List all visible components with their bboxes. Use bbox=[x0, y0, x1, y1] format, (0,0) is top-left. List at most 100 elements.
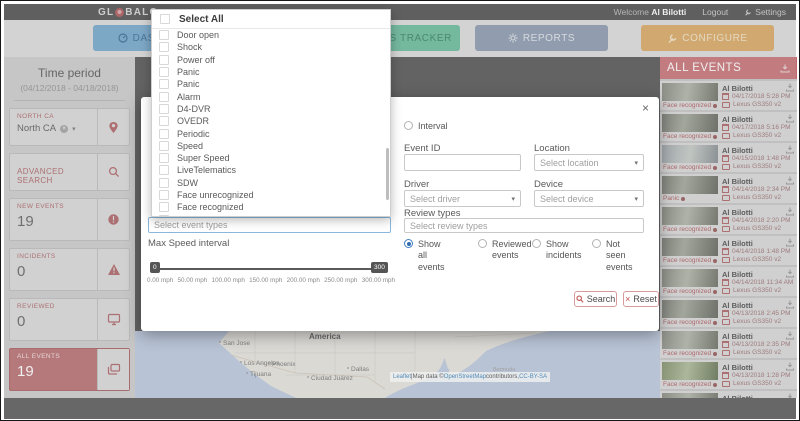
device-select[interactable]: Select device ▾ bbox=[534, 190, 644, 207]
event-card[interactable]: Face recognized Al Bilotti 04/17/2018 5:… bbox=[660, 81, 797, 110]
checkbox-icon[interactable] bbox=[159, 202, 169, 213]
driver-select[interactable]: Select driver ▾ bbox=[404, 190, 521, 207]
logout-link[interactable]: Logout bbox=[702, 7, 729, 17]
nav-reports-button[interactable]: REPORTS bbox=[475, 25, 608, 51]
radio-icon[interactable] bbox=[592, 239, 601, 248]
chevron-down-icon[interactable]: ▾ bbox=[72, 125, 76, 133]
download-icon[interactable] bbox=[786, 176, 794, 185]
map-label-city: San Jose bbox=[223, 340, 250, 347]
radio-icon[interactable] bbox=[404, 239, 413, 248]
event-type-option[interactable]: Periodic bbox=[152, 127, 390, 139]
event-card[interactable]: Face recognized Al Bilotti 04/15/2018 1:… bbox=[660, 143, 797, 172]
event-card[interactable]: Face recognized Al Bilotti 04/14/2018 1:… bbox=[660, 236, 797, 265]
export-icon[interactable] bbox=[780, 64, 790, 73]
event-type-option[interactable]: OVEDR bbox=[152, 115, 390, 127]
counter-new-events[interactable]: NEW EVENTS 19 bbox=[9, 198, 130, 241]
event-card[interactable]: Face recognized Al Bilotti 04/17/2018 5:… bbox=[660, 112, 797, 141]
event-types-input[interactable] bbox=[148, 217, 391, 233]
review-types-input[interactable] bbox=[404, 218, 644, 233]
calendar-icon bbox=[722, 310, 729, 317]
radio-reviewed-events[interactable]: Reviewed events bbox=[478, 239, 532, 262]
interval-radio[interactable]: Interval bbox=[404, 121, 448, 132]
event-type-option[interactable]: Panic bbox=[152, 78, 390, 90]
settings-link[interactable]: Settings bbox=[744, 7, 786, 17]
checkbox-icon[interactable] bbox=[159, 140, 169, 151]
event-type-option[interactable]: Door open bbox=[152, 29, 390, 41]
checkbox-icon[interactable] bbox=[159, 177, 169, 188]
event-card[interactable]: Face recognized Al Bilotti 04/13/2018 1:… bbox=[660, 360, 797, 389]
checkbox-icon[interactable] bbox=[159, 54, 169, 65]
license-link[interactable]: CC-BY-SA bbox=[519, 374, 548, 380]
event-type-option[interactable]: Speed bbox=[152, 140, 390, 152]
map[interactable]: America San Jose Los Angeles Phoenix Tij… bbox=[135, 331, 661, 398]
download-icon[interactable] bbox=[786, 207, 794, 216]
event-type-option[interactable]: Shock bbox=[152, 41, 390, 53]
checkbox-icon[interactable] bbox=[159, 91, 169, 102]
download-icon[interactable] bbox=[786, 114, 794, 123]
event-type-option[interactable]: D4-DVR bbox=[152, 103, 390, 115]
checkbox-icon[interactable] bbox=[160, 14, 170, 24]
leaflet-link[interactable]: Leaflet bbox=[393, 374, 412, 380]
event-type-option[interactable]: Alarm bbox=[152, 90, 390, 102]
counter-incidents[interactable]: INCIDENTS 0 bbox=[9, 248, 130, 291]
speed-slider-max-handle[interactable]: 300 bbox=[371, 262, 388, 273]
event-card[interactable]: Face recognized Al Bilotti 04/13/2018 2:… bbox=[660, 298, 797, 327]
nav-configure-button[interactable]: CONFIGURE bbox=[641, 25, 774, 51]
event-type-option[interactable]: Door bbox=[152, 213, 390, 216]
radio-show-incidents[interactable]: Show incidents bbox=[532, 239, 582, 262]
checkbox-icon[interactable] bbox=[159, 190, 169, 200]
event-type-option[interactable]: Face recognized bbox=[152, 201, 390, 213]
checkbox-icon[interactable] bbox=[159, 214, 169, 216]
event-type-option[interactable]: Face unrecognized bbox=[152, 189, 390, 201]
download-icon[interactable] bbox=[786, 145, 794, 154]
event-type-option[interactable]: SDW bbox=[152, 177, 390, 189]
radio-icon[interactable] bbox=[404, 121, 413, 130]
checkbox-icon[interactable] bbox=[159, 67, 169, 78]
map-attribution: Leaflet | Map data © OpenStreetMap contr… bbox=[390, 372, 551, 382]
event-type-option[interactable]: Power off bbox=[152, 54, 390, 66]
clear-icon[interactable]: × bbox=[60, 124, 69, 133]
select-all-option[interactable]: Select All bbox=[152, 10, 390, 29]
scrollbar-thumb[interactable] bbox=[386, 148, 389, 200]
radio-not-seen-events[interactable]: Not seen events bbox=[592, 239, 636, 273]
event-type-option[interactable]: LiveTelematics bbox=[152, 164, 390, 176]
radio-icon[interactable] bbox=[478, 239, 487, 248]
checkbox-icon[interactable] bbox=[159, 128, 169, 139]
counter-all-events[interactable]: ALL EVENTS 19 bbox=[9, 348, 130, 391]
checkbox-icon[interactable] bbox=[159, 30, 169, 41]
checkbox-icon[interactable] bbox=[159, 42, 169, 53]
download-icon[interactable] bbox=[786, 362, 794, 371]
reset-button[interactable]: × Reset bbox=[623, 291, 659, 307]
event-card[interactable]: Face recognized Al Bilotti 04/14/2018 2:… bbox=[660, 205, 797, 234]
event-card[interactable]: Panic Al Bilotti 04/14/2018 2:34 PM Lexu… bbox=[660, 174, 797, 203]
event-card[interactable]: Face recognized Al Bilotti 04/13/2018 2:… bbox=[660, 329, 797, 358]
download-icon[interactable] bbox=[786, 331, 794, 340]
download-icon[interactable] bbox=[786, 238, 794, 247]
checkbox-icon[interactable] bbox=[159, 153, 169, 164]
close-icon[interactable]: × bbox=[641, 101, 649, 115]
search-button[interactable]: Search bbox=[574, 291, 617, 307]
download-icon[interactable] bbox=[786, 269, 794, 278]
event-type-option[interactable]: Panic bbox=[152, 66, 390, 78]
checkbox-icon[interactable] bbox=[159, 103, 169, 114]
location-select[interactable]: Select location ▾ bbox=[534, 154, 644, 171]
radio-icon[interactable] bbox=[532, 239, 541, 248]
advanced-search-card[interactable]: ADVANCED SEARCH bbox=[9, 153, 130, 191]
speed-slider-min-handle[interactable]: 0 bbox=[150, 262, 160, 273]
event-type-option[interactable]: Super Speed bbox=[152, 152, 390, 164]
event-card[interactable]: Al Bilotti bbox=[660, 391, 797, 398]
region-selector-card[interactable]: NORTH CA North CA × ▾ bbox=[9, 108, 130, 146]
region-select[interactable]: North CA × ▾ bbox=[17, 123, 76, 134]
checkbox-icon[interactable] bbox=[159, 165, 169, 176]
speed-slider-track[interactable] bbox=[152, 268, 388, 270]
download-icon[interactable] bbox=[786, 300, 794, 309]
download-icon[interactable] bbox=[786, 393, 794, 398]
download-icon[interactable] bbox=[786, 83, 794, 92]
counter-reviewed[interactable]: REVIEWED 0 bbox=[9, 298, 130, 341]
checkbox-icon[interactable] bbox=[159, 79, 169, 90]
checkbox-icon[interactable] bbox=[159, 116, 169, 127]
event-id-input[interactable] bbox=[404, 154, 521, 171]
osm-link[interactable]: OpenStreetMap bbox=[443, 374, 487, 380]
event-card[interactable]: Face recognized Al Bilotti 04/14/2018 11… bbox=[660, 267, 797, 296]
radio-show-all-events[interactable]: Show all events bbox=[404, 239, 446, 273]
